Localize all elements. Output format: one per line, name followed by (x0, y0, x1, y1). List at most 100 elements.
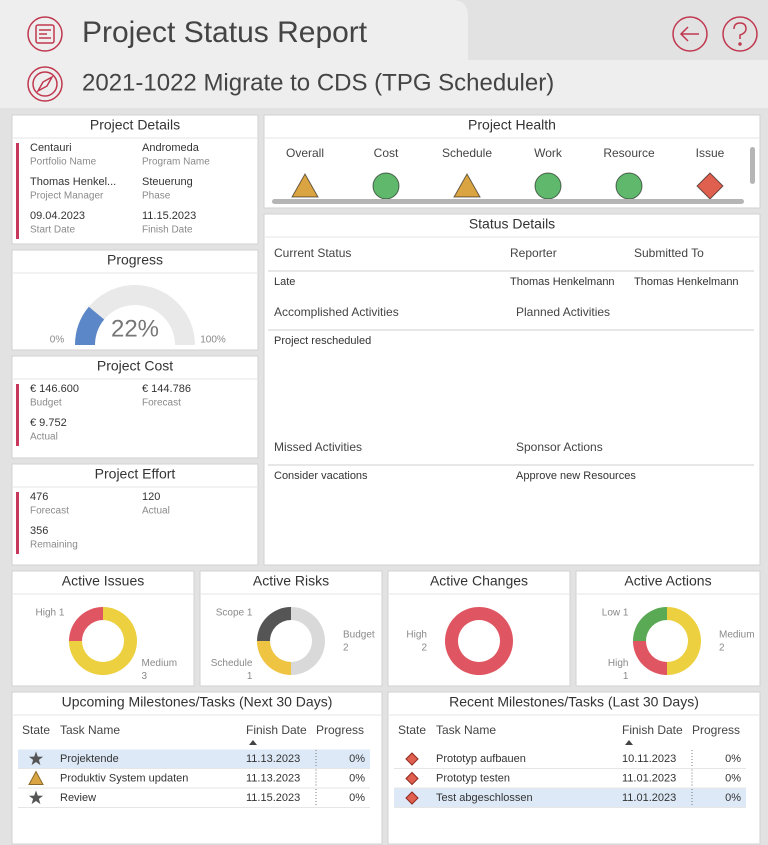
task-name: Prototyp aufbauen (436, 753, 526, 765)
milestone-table-title: Upcoming Milestones/Tasks (Next 30 Days) (62, 694, 333, 710)
segment-name: Scope (216, 607, 245, 618)
segment-name: Medium (142, 658, 178, 669)
field-label: Phase (142, 191, 171, 202)
page-title: Project Status Report (82, 16, 368, 49)
field-value: Centauri (30, 142, 72, 154)
status-column: Reporter (510, 246, 557, 260)
field-label: Start Date (30, 225, 75, 236)
column-header: Finish Date (622, 723, 683, 737)
donut-segment (257, 607, 291, 641)
health-indicator (534, 172, 562, 200)
field-value: Andromeda (142, 142, 200, 154)
task-name: Prototyp testen (436, 772, 510, 784)
back-button[interactable] (672, 16, 708, 52)
finish-date: 11.01.2023 (622, 772, 676, 784)
horizontal-scrollbar (272, 199, 744, 204)
column-header: Finish Date (246, 723, 307, 737)
donut-segment (69, 607, 103, 641)
section-label: Accomplished Activities (274, 305, 399, 319)
subtitle-bar (0, 60, 768, 108)
column-header: State (22, 723, 50, 737)
column-header: Task Name (436, 723, 496, 737)
status-value: Late (274, 276, 295, 288)
field-label: Remaining (30, 540, 78, 551)
segment-value: 2 (343, 643, 349, 654)
task-progress: 0% (349, 792, 365, 804)
summary-panel-title: Active Actions (624, 573, 711, 589)
task-progress: 0% (349, 753, 365, 765)
finish-date: 11.13.2023 (246, 753, 300, 765)
section-text: Project rescheduled (274, 335, 371, 347)
milestone-table-title: Recent Milestones/Tasks (Last 30 Days) (449, 694, 699, 710)
field-value: 11.15.2023 (142, 210, 196, 222)
task-name: Produktiv System updaten (60, 772, 188, 784)
segment-value: 1 (623, 607, 629, 618)
state-icon (405, 771, 419, 786)
field-label: Program Name (142, 157, 210, 168)
finish-date: 10.11.2023 (622, 753, 676, 765)
project-health (263, 114, 761, 209)
segment-name: High (36, 607, 57, 618)
summary-panel-title: Active Issues (62, 573, 144, 589)
segment-name: High (406, 630, 427, 641)
field-value: Steuerung (142, 176, 193, 188)
state-icon (405, 752, 419, 766)
progress-title: Progress (107, 252, 163, 268)
field-label: Budget (30, 398, 62, 409)
state-icon (405, 791, 419, 805)
donut-label: Low 1 (602, 607, 629, 618)
field-label: Actual (142, 506, 170, 517)
accent-bar (16, 143, 19, 239)
project-details (11, 114, 259, 245)
selected-row (18, 749, 370, 769)
state-icon (28, 770, 44, 785)
task-name: Review (60, 792, 96, 804)
sort-indicator (625, 740, 633, 745)
compass-icon (27, 66, 63, 102)
segment-name: High (608, 658, 629, 669)
project-cost-title: Project Cost (97, 358, 173, 374)
section-label: Planned Activities (516, 305, 610, 319)
health-indicator (453, 172, 481, 198)
donut-segment (667, 607, 701, 675)
report-icon (27, 16, 63, 52)
gauge-label: 22% (111, 315, 159, 342)
field-label: Finish Date (142, 225, 193, 236)
segment-value: 1 (59, 607, 65, 618)
donut-segment (69, 607, 137, 675)
status-value: Thomas Henkelmann (634, 276, 739, 288)
task-name: Test abgeschlossen (436, 792, 533, 804)
donut-segment (633, 641, 667, 675)
summary-panel-title: Active Changes (430, 573, 528, 589)
field-value: 476 (30, 491, 48, 503)
project-effort-title: Project Effort (95, 466, 176, 482)
segment-value: 3 (142, 671, 148, 682)
health-label: Schedule (442, 146, 492, 160)
task-name: Projektende (60, 753, 119, 765)
summary-panel-title: Active Risks (253, 573, 329, 589)
page-subtitle: 2021-1022 Migrate to CDS (TPG Scheduler) (82, 69, 554, 96)
state-icon (28, 790, 44, 805)
finish-date: 11.01.2023 (622, 792, 676, 804)
help-button[interactable] (722, 16, 758, 52)
column-header: Progress (692, 723, 740, 737)
health-label: Issue (696, 146, 725, 160)
segment-value: 2 (421, 643, 427, 654)
status-column: Current Status (274, 246, 351, 260)
segment-name: Schedule (211, 658, 253, 669)
accent-bar (16, 492, 19, 554)
health-indicator (291, 172, 319, 198)
field-value: € 9.752 (30, 417, 67, 429)
health-label: Resource (603, 146, 655, 160)
health-indicator (615, 172, 643, 200)
health-indicator (372, 172, 400, 200)
segment-value: 1 (247, 607, 253, 618)
field-value: 356 (30, 525, 48, 537)
state-icon (28, 751, 44, 766)
field-label: Forecast (30, 506, 69, 517)
vertical-scrollbar (750, 147, 755, 184)
section-text: Consider vacations (274, 470, 368, 482)
project-details-title: Project Details (90, 117, 180, 133)
project-cost (11, 355, 259, 459)
